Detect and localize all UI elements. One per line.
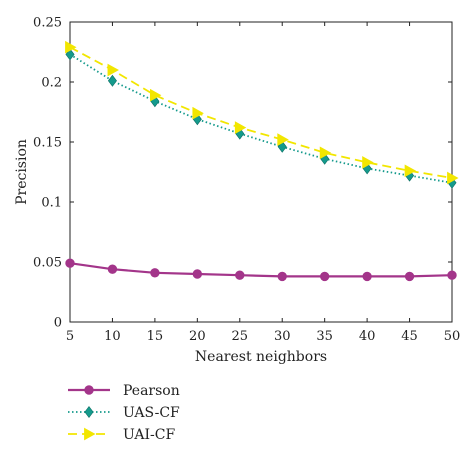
- legend-label: Pearson: [123, 383, 180, 399]
- x-tick-label: 10: [104, 329, 121, 344]
- x-tick-label: 15: [147, 329, 164, 344]
- data-point: [447, 171, 459, 185]
- series-line: [69, 53, 453, 184]
- data-point: [192, 106, 204, 120]
- y-tick-label: 0.25: [33, 16, 62, 31]
- data-point: [277, 271, 287, 282]
- legend-item: UAI-CF: [68, 427, 175, 443]
- data-point: [65, 40, 77, 54]
- data-point: [150, 268, 160, 278]
- legend-item: UAS-CF: [68, 405, 180, 421]
- legend-marker: [84, 406, 94, 418]
- y-tick-label: 0.2: [41, 76, 62, 91]
- series-pearson: [65, 258, 457, 282]
- x-tick-label: 45: [401, 329, 418, 344]
- data-point: [234, 121, 247, 134]
- series-line: [69, 262, 453, 278]
- data-point: [404, 164, 417, 178]
- y-tick-label: 0.1: [41, 196, 62, 211]
- series-uai-cf: [65, 40, 459, 185]
- data-point: [362, 271, 372, 282]
- x-tick-label: 50: [444, 329, 461, 344]
- data-point: [149, 88, 162, 102]
- x-tick-label: 20: [189, 329, 206, 344]
- x-axis: 5 10 15 20 25 30 35 40 45 50: [66, 22, 460, 344]
- series-line: [69, 46, 453, 179]
- plot-area: 5 10 15 20 25 30 35 40 45 50 0 0.05 0.1 0.15 0.2 0.25: [33, 16, 460, 345]
- x-axis-title: Nearest neighbors: [195, 349, 327, 365]
- y-tick-label: 0.15: [33, 136, 62, 151]
- x-tick-label: 5: [66, 329, 74, 344]
- axes-frame: [69, 21, 453, 323]
- data-point: [319, 146, 332, 160]
- x-tick-label: 25: [232, 329, 249, 344]
- series-uas-cf: [65, 48, 457, 189]
- data-point: [447, 270, 457, 280]
- legend-marker: [84, 385, 94, 395]
- data-point: [107, 74, 117, 87]
- data-point: [404, 271, 415, 282]
- x-tick-label: 30: [274, 329, 291, 344]
- x-tick-label: 40: [359, 329, 376, 344]
- y-tick-label: 0: [54, 316, 62, 331]
- y-axis-title: Precision: [14, 139, 30, 205]
- legend-label: UAS-CF: [123, 405, 180, 421]
- data-point: [192, 269, 203, 279]
- data-point: [277, 133, 289, 146]
- legend: Pearson UAS-CF UAI-CF: [68, 383, 180, 443]
- series-layer: [65, 40, 459, 282]
- data-point: [235, 270, 245, 280]
- legend-marker: [84, 427, 96, 441]
- data-point: [319, 271, 330, 282]
- y-axis: 0 0.05 0.1 0.15 0.2 0.25: [33, 16, 452, 331]
- data-point: [362, 156, 374, 169]
- data-point: [107, 63, 119, 77]
- legend-item: Pearson: [68, 383, 180, 399]
- data-point: [65, 258, 75, 268]
- y-tick-label: 0.05: [33, 256, 62, 271]
- data-point: [107, 264, 118, 274]
- x-tick-label: 35: [316, 329, 333, 344]
- legend-label: UAI-CF: [123, 427, 175, 443]
